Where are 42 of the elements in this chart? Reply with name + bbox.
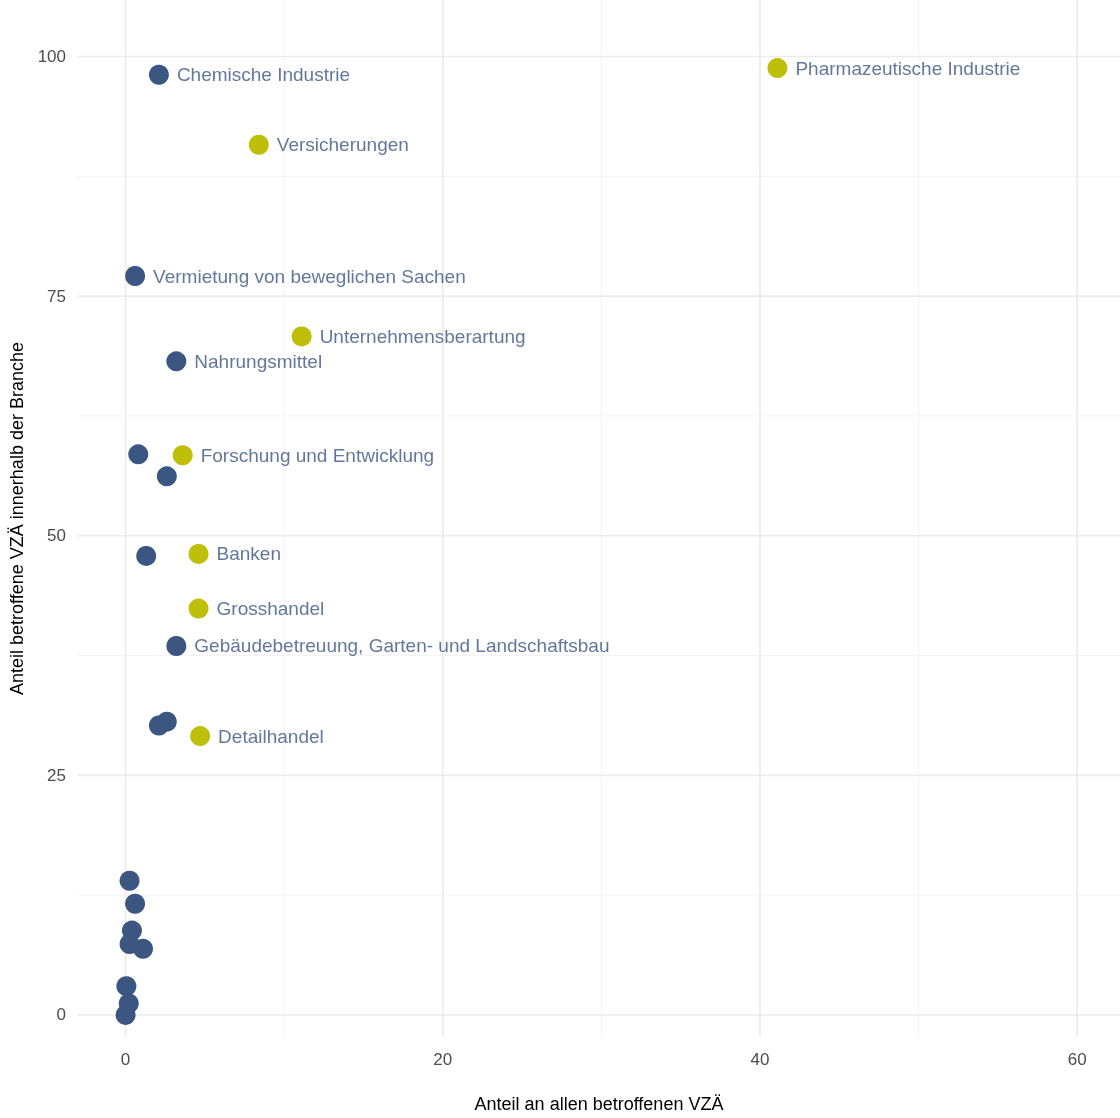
point xyxy=(148,715,169,736)
y-tick-label: 100 xyxy=(37,47,66,67)
x-tick-label: 40 xyxy=(750,1050,770,1069)
point xyxy=(156,466,177,487)
annotation: Grosshandel xyxy=(216,598,325,620)
annotation: Gebäudebetreuung, Garten- und Landschaftsbau xyxy=(194,635,610,657)
annotation: Banken xyxy=(216,543,281,565)
point xyxy=(136,545,157,566)
point xyxy=(767,58,788,79)
point xyxy=(125,266,146,287)
point xyxy=(133,938,154,959)
x-tick-label: 0 xyxy=(120,1050,131,1069)
point xyxy=(128,444,149,465)
y-tick-label: 75 xyxy=(47,286,66,306)
y-tick-label: 0 xyxy=(56,1005,66,1025)
annotation: Pharmazeutische Industrie xyxy=(795,57,1021,79)
annotation: Nahrungsmittel xyxy=(194,350,323,372)
x-tick-label: 60 xyxy=(1067,1050,1087,1069)
point xyxy=(172,445,193,466)
point xyxy=(166,635,187,656)
x-axis-title: Anteil an allen betroffenen VZÄ xyxy=(474,1094,724,1114)
annotation: Forschung und Entwicklung xyxy=(200,444,435,466)
point xyxy=(291,326,312,347)
x-tick-label: 20 xyxy=(433,1050,453,1069)
point xyxy=(148,64,169,85)
annotation: Detailhandel xyxy=(218,725,324,747)
point xyxy=(188,543,209,564)
point xyxy=(125,893,146,914)
point xyxy=(190,726,211,747)
point xyxy=(116,976,137,997)
point xyxy=(115,1004,136,1025)
y-tick-label: 50 xyxy=(47,526,66,546)
annotation: Chemische Industrie xyxy=(176,64,351,86)
point xyxy=(248,134,269,155)
y-axis-title: Anteil betroffene VZÄ innerhalb der Branche xyxy=(7,342,27,695)
point xyxy=(119,870,140,891)
annotation: Unternehmensberartung xyxy=(319,325,526,347)
annotation: Versicherungen xyxy=(276,134,409,156)
point xyxy=(166,351,187,372)
point xyxy=(188,598,209,619)
y-tick-label: 25 xyxy=(47,765,66,785)
annotation: Vermietung von beweglichen Sachen xyxy=(153,265,466,287)
